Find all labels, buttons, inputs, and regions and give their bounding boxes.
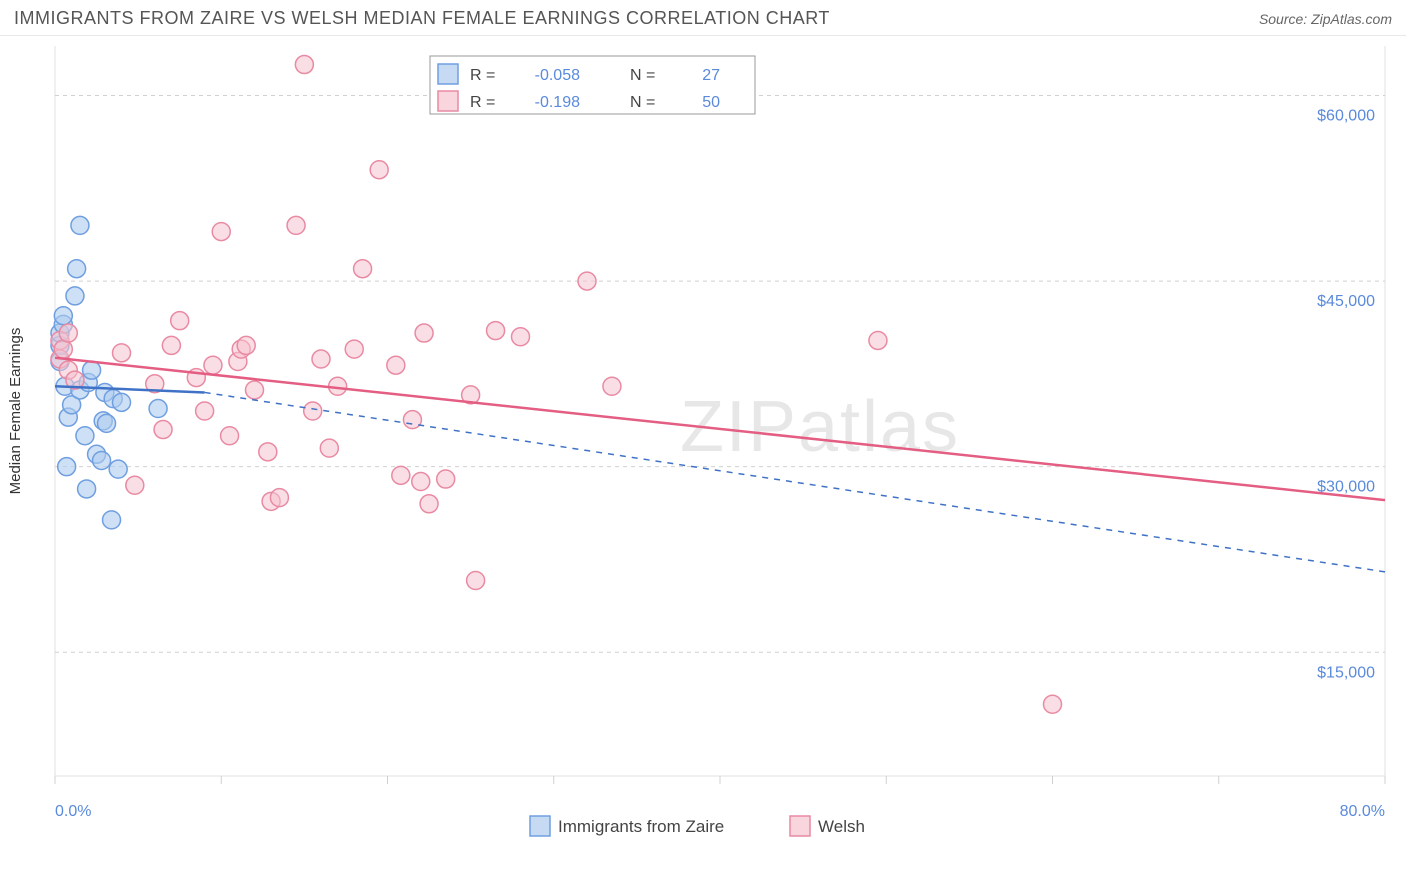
scatter-point-welsh xyxy=(154,421,172,439)
scatter-point-welsh xyxy=(295,56,313,74)
scatter-point-welsh xyxy=(1044,695,1062,713)
scatter-point-zaire xyxy=(98,414,116,432)
scatter-point-welsh xyxy=(512,328,530,346)
x-min-label: 0.0% xyxy=(55,803,91,820)
scatter-point-welsh xyxy=(246,381,264,399)
scatter-point-zaire xyxy=(78,480,96,498)
bottom-legend-label: Welsh xyxy=(818,817,865,836)
scatter-point-welsh xyxy=(259,443,277,461)
scatter-point-welsh xyxy=(162,336,180,354)
legend-swatch-welsh xyxy=(438,91,458,111)
bottom-legend-swatch xyxy=(790,816,810,836)
scatter-point-welsh xyxy=(467,572,485,590)
scatter-point-welsh xyxy=(113,344,131,362)
correlation-chart-svg: $15,000$30,000$45,000$60,000ZIPatlasMedi… xyxy=(0,36,1406,891)
scatter-point-zaire xyxy=(71,216,89,234)
legend-r-value-welsh: -0.198 xyxy=(535,94,580,111)
scatter-point-welsh xyxy=(237,336,255,354)
scatter-point-welsh xyxy=(487,322,505,340)
legend-n-value-welsh: 50 xyxy=(702,94,720,111)
scatter-point-welsh xyxy=(196,402,214,420)
y-axis-title: Median Female Earnings xyxy=(7,328,24,495)
scatter-point-welsh xyxy=(437,470,455,488)
bottom-legend-swatch xyxy=(530,816,550,836)
legend-n-value-zaire: 27 xyxy=(702,67,720,84)
scatter-point-welsh xyxy=(578,272,596,290)
scatter-point-welsh xyxy=(412,473,430,491)
scatter-point-zaire xyxy=(113,393,131,411)
legend-r-label: R = xyxy=(470,67,495,84)
scatter-point-zaire xyxy=(58,458,76,476)
y-tick-label: $15,000 xyxy=(1317,664,1375,681)
scatter-point-welsh xyxy=(171,312,189,330)
chart-title: IMMIGRANTS FROM ZAIRE VS WELSH MEDIAN FE… xyxy=(14,8,830,29)
scatter-point-zaire xyxy=(54,307,72,325)
y-tick-label: $45,000 xyxy=(1317,293,1375,310)
legend-n-label: N = xyxy=(630,94,655,111)
scatter-point-welsh xyxy=(420,495,438,513)
scatter-point-welsh xyxy=(312,350,330,368)
chart-header: IMMIGRANTS FROM ZAIRE VS WELSH MEDIAN FE… xyxy=(0,0,1406,36)
scatter-point-welsh xyxy=(869,331,887,349)
scatter-point-welsh xyxy=(370,161,388,179)
scatter-point-zaire xyxy=(149,400,167,418)
scatter-point-welsh xyxy=(392,466,410,484)
x-max-label: 80.0% xyxy=(1340,803,1385,820)
scatter-point-welsh xyxy=(54,340,72,358)
scatter-point-welsh xyxy=(221,427,239,445)
trend-line-welsh xyxy=(55,358,1385,500)
legend-r-value-zaire: -0.058 xyxy=(535,67,580,84)
chart-area: $15,000$30,000$45,000$60,000ZIPatlasMedi… xyxy=(0,36,1406,891)
scatter-point-zaire xyxy=(68,260,86,278)
scatter-point-welsh xyxy=(304,402,322,420)
scatter-point-welsh xyxy=(126,476,144,494)
scatter-point-zaire xyxy=(76,427,94,445)
scatter-point-welsh xyxy=(320,439,338,457)
watermark: ZIPatlas xyxy=(680,387,960,467)
scatter-point-welsh xyxy=(204,356,222,374)
scatter-point-zaire xyxy=(109,460,127,478)
scatter-point-welsh xyxy=(403,411,421,429)
scatter-point-welsh xyxy=(415,324,433,342)
scatter-point-welsh xyxy=(387,356,405,374)
scatter-point-zaire xyxy=(66,287,84,305)
source-label: Source: ZipAtlas.com xyxy=(1259,11,1392,27)
scatter-point-welsh xyxy=(603,377,621,395)
scatter-point-zaire xyxy=(83,361,101,379)
scatter-point-welsh xyxy=(270,489,288,507)
bottom-legend-label: Immigrants from Zaire xyxy=(558,817,724,836)
scatter-point-welsh xyxy=(354,260,372,278)
legend-r-label: R = xyxy=(470,94,495,111)
scatter-point-welsh xyxy=(212,223,230,241)
scatter-point-welsh xyxy=(287,216,305,234)
scatter-point-zaire xyxy=(103,511,121,529)
legend-n-label: N = xyxy=(630,67,655,84)
scatter-point-welsh xyxy=(345,340,363,358)
y-tick-label: $60,000 xyxy=(1317,107,1375,124)
legend-swatch-zaire xyxy=(438,64,458,84)
scatter-point-zaire xyxy=(93,451,111,469)
scatter-point-welsh xyxy=(59,324,77,342)
